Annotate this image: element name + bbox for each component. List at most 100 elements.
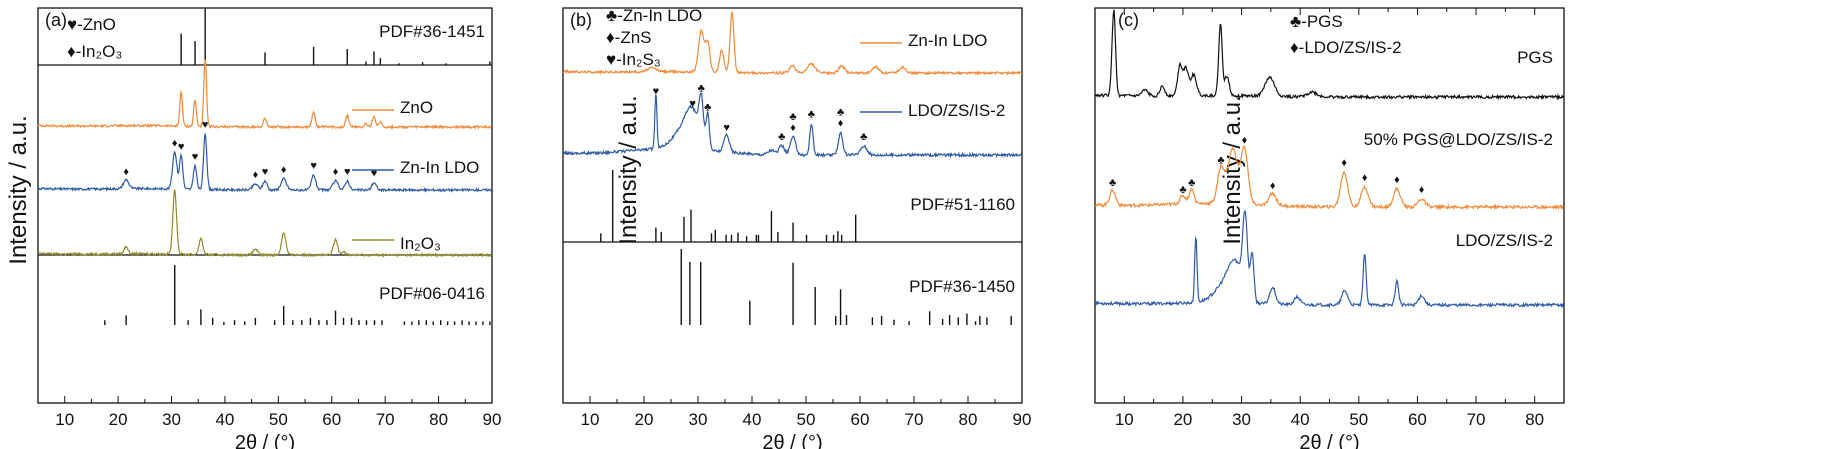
panel-label: (c) (1118, 10, 1139, 30)
phase-marker: ♥ (262, 166, 269, 178)
y-axis-label-a: Intensity / a.u. (5, 115, 32, 264)
x-tick-label: 10 (1115, 410, 1134, 429)
series-line (37, 59, 493, 130)
phase-marker: ♣ (778, 131, 785, 143)
phase-marker: ♦ (1242, 135, 1248, 147)
phase-marker: ♣ (808, 109, 815, 121)
phase-marker: ♥ (310, 160, 317, 172)
panel-0: 2θ / (°) (37, 7, 493, 449)
x-tick-label: 40 (1291, 410, 1310, 429)
phase-marker: ♣ (1217, 155, 1224, 167)
y-axis-label-b: Intensity / a.u. (615, 95, 642, 244)
phase-marker: ♦ (1341, 157, 1347, 169)
x-axis-label: 2θ / (°) (235, 432, 295, 449)
series-label: PGS (1517, 48, 1553, 67)
x-tick-label: 40 (215, 410, 234, 429)
phase-marker: ♦ (253, 169, 259, 181)
series-label: Zn-In LDO (908, 31, 987, 50)
phase-marker: ♣ (698, 82, 705, 94)
x-axis-label: 2θ / (°) (1299, 432, 1359, 449)
marker-legend-item: ♥-In₂S₃ (606, 50, 661, 69)
marker-legend-item: ♦-ZnS (606, 28, 652, 47)
series-label: 50% PGS@LDO/ZS/IS-2 (1364, 130, 1553, 149)
x-axis-label: 2θ / (°) (762, 432, 822, 449)
x-tick-label: 30 (162, 410, 181, 429)
x-tick-label: 50 (269, 410, 288, 429)
series-label: ZnO (400, 98, 433, 117)
phase-marker: ♦ (333, 166, 339, 178)
phase-marker: ♥ (371, 168, 378, 180)
phase-marker: ♦ (790, 122, 796, 134)
x-tick-label: 70 (905, 410, 924, 429)
x-tick-label: 60 (1408, 410, 1427, 429)
panel-1: 2θ / (°) (562, 7, 1023, 449)
x-tick-label: 60 (322, 410, 341, 429)
phase-marker: ♦ (1394, 174, 1400, 186)
marker-legend-item: ♦-LDO/ZS/IS-2 (1290, 38, 1402, 57)
series-line (562, 11, 1023, 77)
x-tick-label: 70 (376, 410, 395, 429)
series-line (37, 133, 493, 193)
panel-2: 2θ / (°) (1094, 7, 1565, 449)
series-label: Zn-In LDO (400, 158, 479, 177)
x-tick-label: 30 (689, 410, 708, 429)
series-line (562, 92, 1023, 159)
series-line (1094, 210, 1565, 309)
x-tick-label: 80 (959, 410, 978, 429)
reference-label: PDF#06-0416 (379, 284, 485, 303)
phase-marker: ♣ (860, 131, 867, 143)
phase-marker: ♣ (1188, 177, 1195, 189)
series-label: LDO/ZS/IS-2 (1456, 231, 1553, 250)
reference-label: PDF#51-1160 (910, 195, 1015, 214)
x-tick-label: 20 (1173, 410, 1192, 429)
phase-marker: ♥ (202, 119, 209, 131)
x-tick-label: 90 (483, 410, 502, 429)
x-tick-label: 10 (55, 410, 74, 429)
phase-marker: ♦ (123, 166, 129, 178)
phase-marker: ♥ (192, 151, 199, 163)
series-line (1094, 9, 1565, 101)
x-tick-label: 60 (851, 410, 870, 429)
phase-marker: ♥ (653, 85, 660, 97)
x-tick-label: 50 (1349, 410, 1368, 429)
x-tick-label: 20 (109, 410, 128, 429)
phase-marker: ♣ (704, 102, 711, 114)
phase-marker: ♦ (1270, 180, 1276, 192)
plot-frame (562, 7, 1023, 404)
phase-marker: ♣ (1109, 177, 1116, 189)
x-tick-label: 10 (581, 410, 600, 429)
phase-marker: ♣ (789, 111, 796, 123)
phase-marker: ♥ (178, 141, 185, 153)
phase-marker: ♦ (281, 164, 287, 176)
series-line (37, 189, 493, 258)
panel-label: (b) (570, 10, 592, 30)
marker-legend-item: ♦-In₂O₃ (67, 42, 122, 61)
marker-legend-item: ♣-Zn-In LDO (606, 6, 702, 25)
x-tick-label: 40 (743, 410, 762, 429)
x-tick-label: 20 (635, 410, 654, 429)
phase-marker: ♦ (838, 118, 844, 130)
marker-legend-item: ♣-PGS (1290, 12, 1343, 31)
phase-marker: ♣ (837, 107, 844, 119)
phase-marker: ♦ (1362, 172, 1368, 184)
x-tick-label: 30 (1232, 410, 1251, 429)
phase-marker: ♥ (723, 122, 730, 134)
x-tick-label: 70 (1467, 410, 1486, 429)
phase-marker: ♦ (1419, 184, 1425, 196)
y-axis-label-c: Intensity / a.u. (1219, 95, 1246, 244)
x-tick-label: 80 (1525, 410, 1544, 429)
panel-label: (a) (45, 10, 67, 30)
marker-legend-item: ♥-ZnO (67, 15, 116, 34)
series-label: In₂O₃ (400, 234, 441, 253)
phase-marker: ♦ (172, 137, 178, 149)
plot-frame (37, 7, 493, 404)
series-line (1094, 145, 1565, 211)
reference-label: PDF#36-1451 (379, 22, 485, 41)
phase-marker: ♥ (344, 166, 351, 178)
x-tick-label: 50 (797, 410, 816, 429)
phase-marker: ♥ (689, 98, 696, 110)
x-tick-label: 90 (1013, 410, 1032, 429)
phase-marker: ♣ (1179, 184, 1186, 196)
series-label: LDO/ZS/IS-2 (908, 101, 1005, 120)
